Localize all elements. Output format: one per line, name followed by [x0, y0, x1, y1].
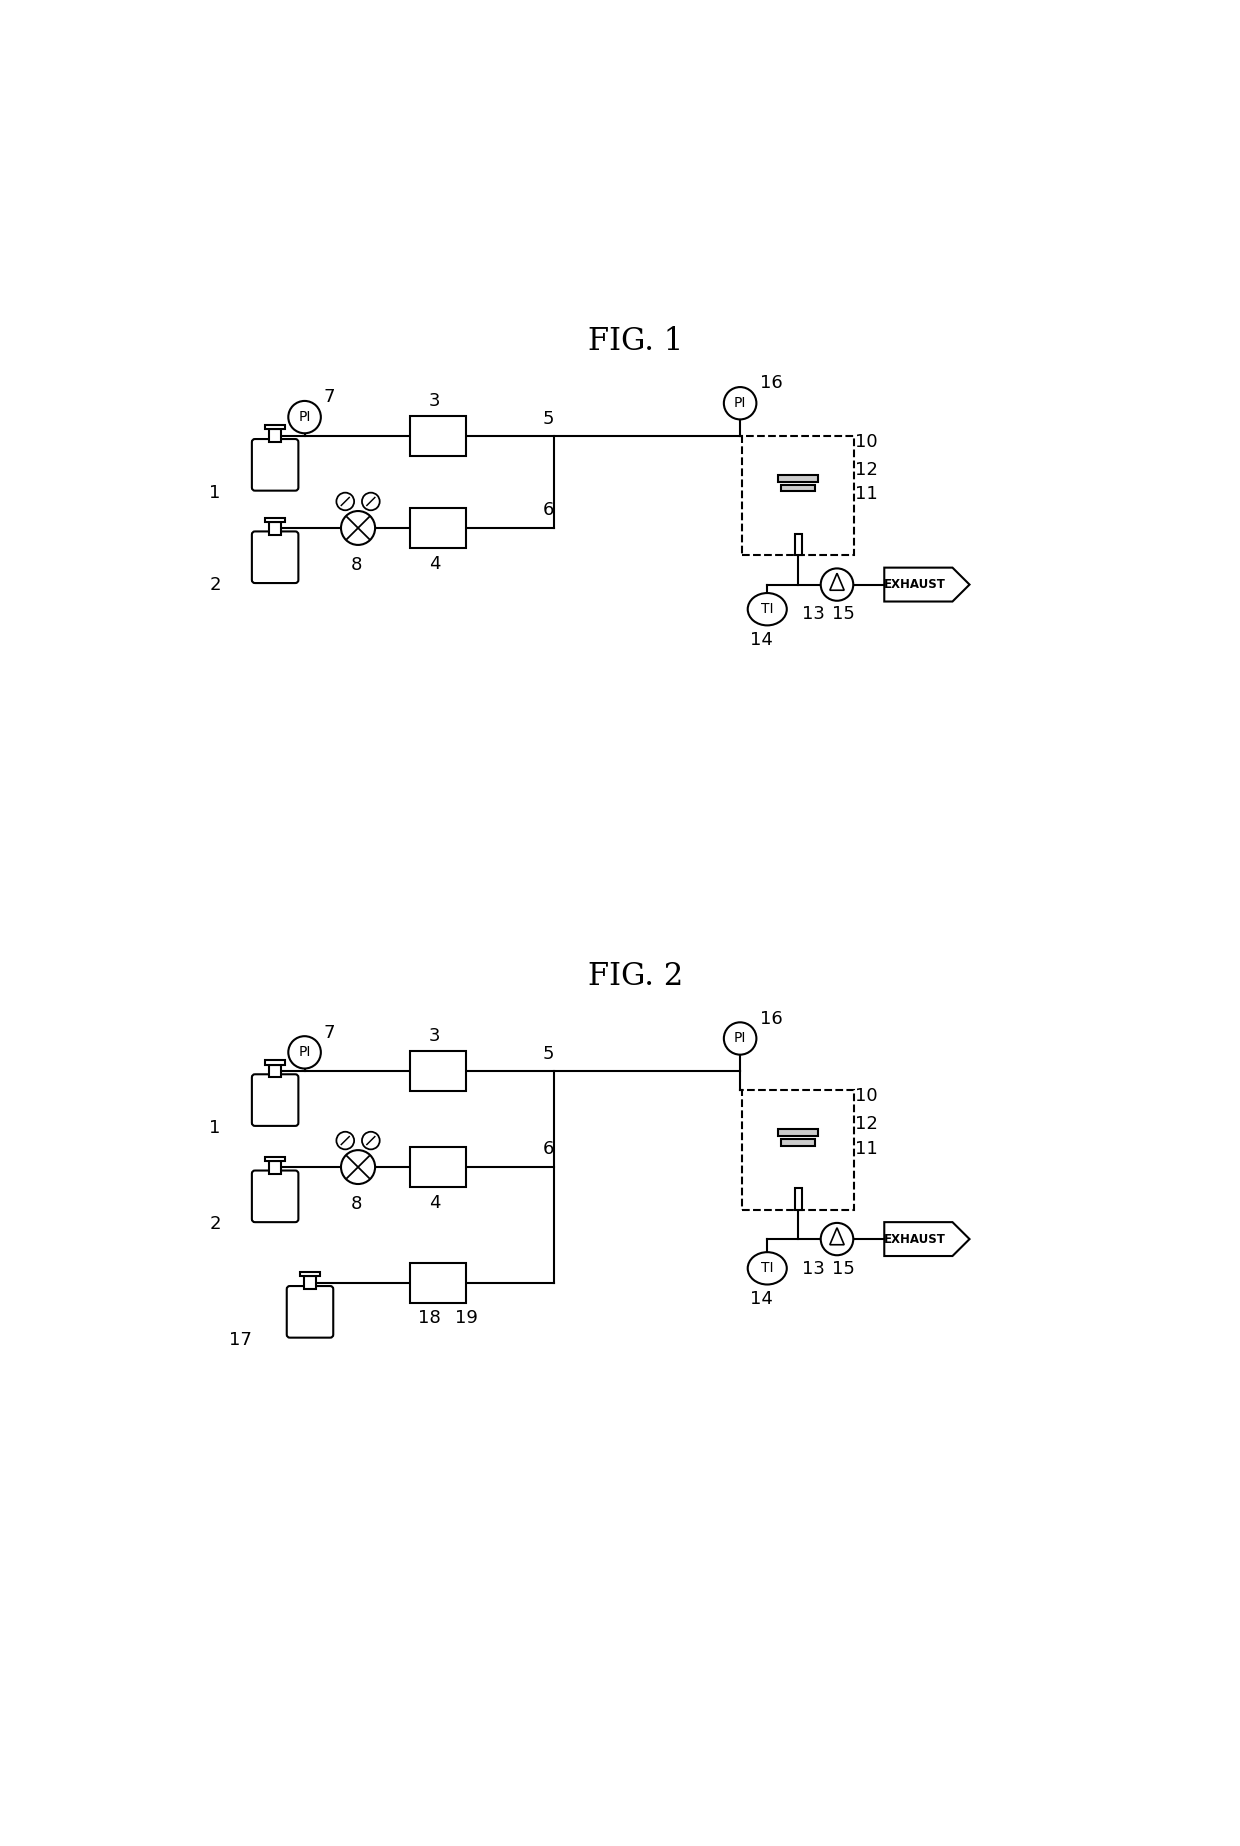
- Circle shape: [724, 388, 756, 419]
- Circle shape: [341, 1150, 374, 1183]
- Polygon shape: [830, 574, 844, 591]
- Bar: [269, 522, 280, 535]
- Text: 4: 4: [429, 1194, 440, 1211]
- Bar: [410, 508, 466, 548]
- Text: 12: 12: [854, 462, 878, 478]
- Text: 4: 4: [429, 554, 440, 572]
- Circle shape: [336, 1132, 355, 1150]
- Circle shape: [821, 569, 853, 600]
- Bar: [742, 436, 854, 556]
- Text: EXHAUST: EXHAUST: [884, 578, 945, 591]
- Text: 18: 18: [419, 1309, 441, 1327]
- FancyBboxPatch shape: [252, 439, 299, 491]
- Bar: [410, 1146, 466, 1187]
- FancyBboxPatch shape: [252, 1170, 299, 1222]
- Text: 3: 3: [429, 391, 440, 410]
- Bar: [781, 1139, 816, 1146]
- Bar: [781, 485, 816, 491]
- Bar: [304, 1276, 316, 1289]
- Bar: [795, 533, 802, 556]
- Text: 1: 1: [210, 484, 221, 502]
- Text: 13: 13: [802, 605, 825, 624]
- Text: 3: 3: [429, 1028, 440, 1045]
- Polygon shape: [830, 1228, 844, 1244]
- Text: 15: 15: [832, 605, 854, 624]
- Bar: [410, 1263, 466, 1303]
- Text: 8: 8: [351, 1194, 362, 1213]
- Text: 11: 11: [854, 485, 878, 504]
- Bar: [410, 415, 466, 456]
- FancyBboxPatch shape: [286, 1287, 334, 1338]
- Text: 11: 11: [854, 1139, 878, 1157]
- Bar: [795, 1189, 802, 1209]
- Bar: [742, 1091, 854, 1209]
- FancyBboxPatch shape: [252, 1074, 299, 1126]
- Text: 6: 6: [543, 1139, 554, 1157]
- Circle shape: [289, 1036, 321, 1069]
- Bar: [265, 1060, 285, 1065]
- Bar: [269, 1161, 280, 1174]
- Text: 1: 1: [210, 1119, 221, 1137]
- Text: 15: 15: [832, 1259, 854, 1277]
- Text: 10: 10: [854, 1087, 878, 1106]
- Text: 13: 13: [802, 1259, 825, 1277]
- Text: PI: PI: [299, 1045, 311, 1060]
- Text: 2: 2: [210, 576, 221, 594]
- Text: 14: 14: [750, 631, 773, 650]
- Bar: [300, 1272, 320, 1276]
- Polygon shape: [884, 1222, 970, 1255]
- Text: 10: 10: [854, 434, 878, 450]
- Text: PI: PI: [299, 410, 311, 425]
- Text: PI: PI: [734, 397, 746, 410]
- Bar: [410, 1050, 466, 1091]
- Ellipse shape: [748, 593, 786, 626]
- Bar: [779, 474, 818, 482]
- Text: PI: PI: [734, 1032, 746, 1045]
- Bar: [265, 1157, 285, 1161]
- Text: 2: 2: [210, 1215, 221, 1233]
- Circle shape: [362, 1132, 379, 1150]
- Circle shape: [362, 493, 379, 509]
- Text: TI: TI: [761, 602, 774, 617]
- Text: 14: 14: [750, 1290, 773, 1309]
- Circle shape: [821, 1222, 853, 1255]
- Circle shape: [336, 493, 355, 509]
- Text: 19: 19: [455, 1309, 477, 1327]
- Text: 16: 16: [759, 375, 782, 393]
- Bar: [779, 1130, 818, 1137]
- Text: 12: 12: [854, 1115, 878, 1133]
- Circle shape: [341, 511, 374, 545]
- Bar: [269, 430, 280, 441]
- Text: FIG. 1: FIG. 1: [588, 327, 683, 356]
- Circle shape: [289, 401, 321, 434]
- Text: FIG. 2: FIG. 2: [588, 962, 683, 993]
- Circle shape: [724, 1023, 756, 1054]
- Bar: [269, 1065, 280, 1078]
- Text: 6: 6: [543, 500, 554, 519]
- Text: EXHAUST: EXHAUST: [884, 1233, 945, 1246]
- Bar: [265, 425, 285, 430]
- Text: 5: 5: [543, 410, 554, 428]
- Ellipse shape: [748, 1252, 786, 1285]
- Text: 5: 5: [543, 1045, 554, 1063]
- Text: 16: 16: [759, 1010, 782, 1028]
- Text: TI: TI: [761, 1261, 774, 1276]
- Text: 17: 17: [228, 1331, 252, 1349]
- Text: 7: 7: [324, 388, 335, 406]
- Bar: [265, 517, 285, 522]
- Polygon shape: [884, 567, 970, 602]
- Text: 8: 8: [351, 556, 362, 574]
- FancyBboxPatch shape: [252, 532, 299, 583]
- Text: 7: 7: [324, 1023, 335, 1041]
